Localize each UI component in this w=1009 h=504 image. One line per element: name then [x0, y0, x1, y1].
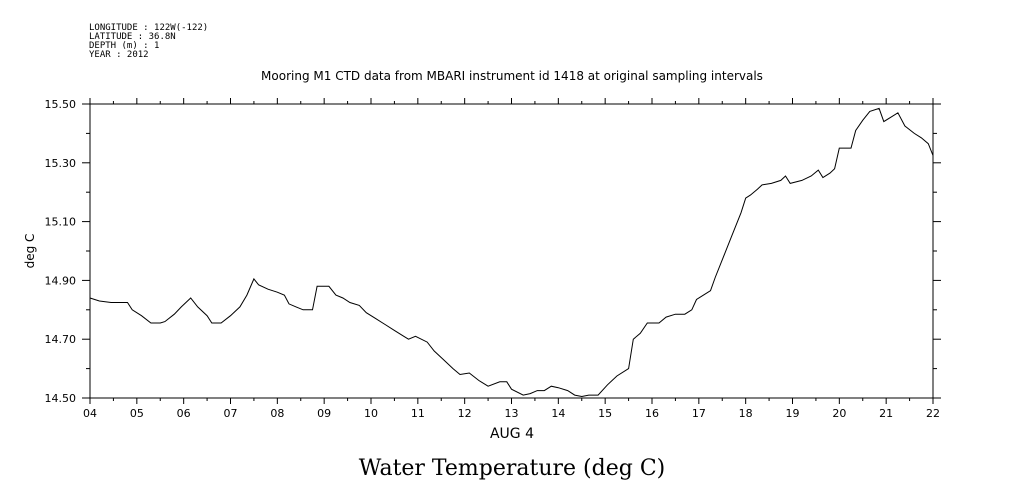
metadata-latitude: LATITUDE : 36.8N — [89, 32, 176, 42]
y-tick-label: 14.50 — [45, 392, 77, 405]
metadata-year: YEAR : 2012 — [89, 50, 149, 60]
x-tick-label: 07 — [224, 407, 238, 420]
x-tick-label: 05 — [130, 407, 144, 420]
x-tick-label: 19 — [786, 407, 800, 420]
x-tick-label: 11 — [411, 407, 425, 420]
x-tick-label: 16 — [645, 407, 659, 420]
x-tick-label: 20 — [832, 407, 846, 420]
x-tick-label: 22 — [926, 407, 940, 420]
y-tick-label: 14.90 — [45, 274, 77, 287]
x-tick-label: 04 — [83, 407, 97, 420]
x-tick-label: 12 — [458, 407, 472, 420]
x-axis-label: AUG 4 — [490, 426, 534, 442]
y-tick-label: 15.10 — [45, 216, 77, 229]
variable-title: Water Temperature (deg C) — [359, 456, 666, 481]
x-tick-label: 10 — [364, 407, 378, 420]
axes: 04 05 06 07 08 09 10 11 12 13 14 15 16 17 18 19 20 21 22 14… — [45, 98, 941, 420]
y-tick-label: 15.30 — [45, 157, 77, 170]
x-tick-label: 08 — [270, 407, 284, 420]
plot-frame — [89, 103, 934, 399]
x-tick-label: 15 — [598, 407, 612, 420]
chart-title: Mooring M1 CTD data from MBARI instrumen… — [261, 69, 763, 83]
x-tick-label: 21 — [879, 407, 893, 420]
series-group — [89, 107, 934, 398]
x-tick-label: 17 — [692, 407, 706, 420]
series-line-water-temperature — [89, 107, 934, 398]
y-tick-label: 15.50 — [45, 98, 77, 111]
metadata-longitude: LONGITUDE : 122W(-122) — [89, 23, 208, 33]
x-tick-label: 13 — [505, 407, 519, 420]
metadata-block: LONGITUDE : 122W(-122) LATITUDE : 36.8N … — [89, 23, 208, 60]
metadata-depth: DEPTH (m) : 1 — [89, 41, 159, 51]
x-tick-label: 14 — [551, 407, 565, 420]
x-tick-label: 09 — [317, 407, 331, 420]
x-tick-label: 18 — [739, 407, 753, 420]
y-axis-label: deg C — [23, 234, 37, 269]
y-tick-label: 14.70 — [45, 333, 77, 346]
x-tick-label: 06 — [177, 407, 191, 420]
